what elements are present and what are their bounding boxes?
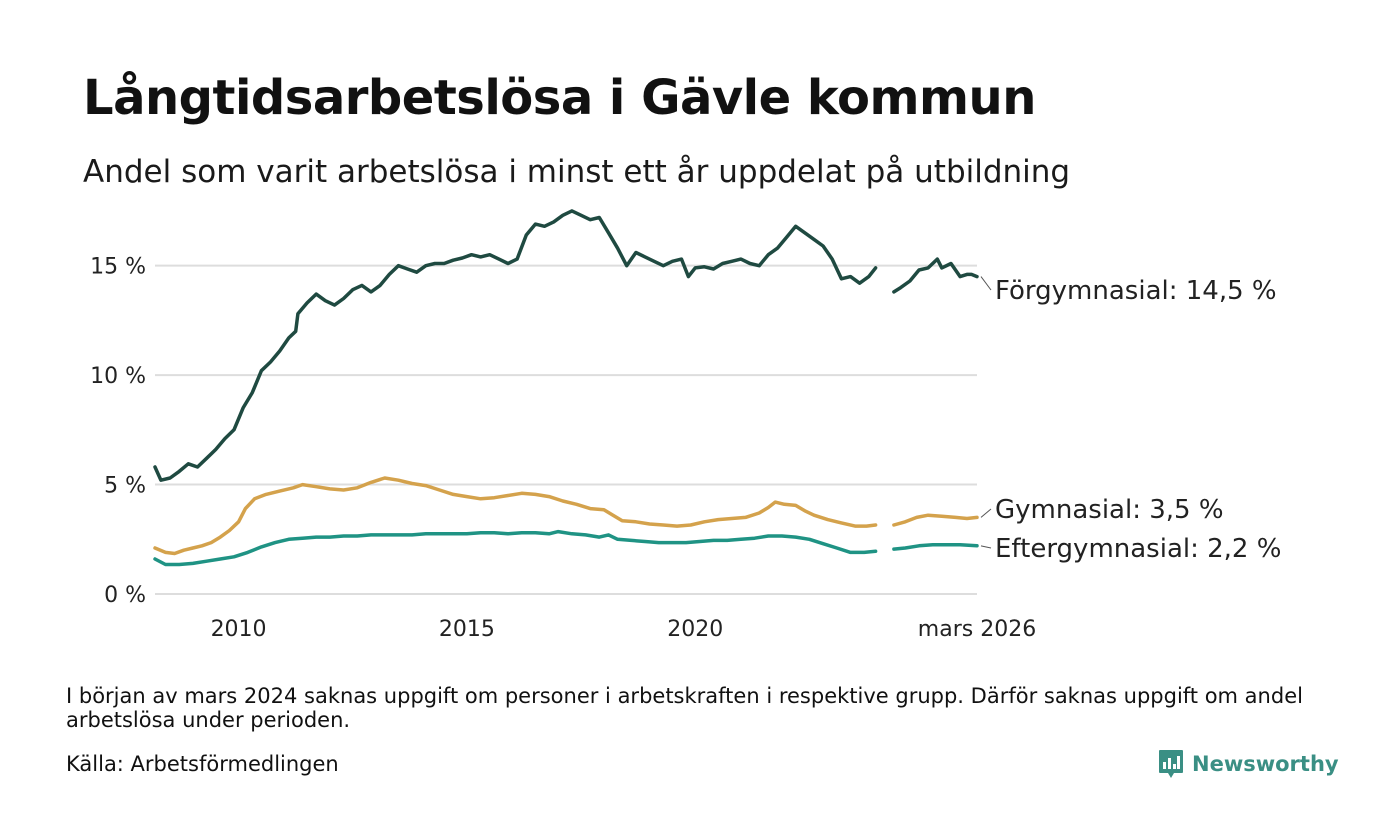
y-axis-ticks: 0 % 5 % 10 % 15 % (90, 255, 146, 608)
series-line-förgymnasial (892, 257, 979, 294)
series-end-label: Gymnasial: 3,5 % (995, 495, 1224, 525)
series-line-förgymnasial (153, 209, 878, 482)
x-axis-ticks: 2010 2015 2020 mars 2026 (211, 617, 1037, 642)
series-line-eftergymnasial (153, 529, 878, 567)
x-tick-label: 2015 (439, 617, 495, 642)
footnote: I början av mars 2024 saknas uppgift om … (66, 684, 1303, 732)
chart-subtitle: Andel som varit arbetslösa i minst ett å… (83, 154, 1071, 190)
x-tick-label: 2010 (211, 617, 267, 642)
end-label-leader (980, 276, 992, 291)
chart-title: Långtidsarbetslösa i Gävle kommun (83, 70, 1036, 126)
y-tick-label: 15 % (90, 255, 146, 280)
series-end-label: Eftergymnasial: 2,2 % (995, 534, 1281, 564)
end-label-leader (980, 545, 992, 549)
series-line-eftergymnasial (892, 543, 979, 551)
newsworthy-logo-icon (1159, 750, 1183, 778)
series-line-gymnasial (153, 476, 878, 556)
series-end-label: Förgymnasial: 14,5 % (995, 276, 1277, 306)
brand-name: Newsworthy (1192, 752, 1339, 776)
line-chart: 0 % 5 % 10 % 15 % 2010 2015 2020 mars 2026 För… (90, 209, 1281, 642)
gridlines (155, 264, 977, 595)
x-tick-label: mars 2026 (918, 617, 1036, 642)
source-text: Källa: Arbetsförmedlingen (66, 752, 339, 776)
series-line-gymnasial (892, 513, 979, 527)
y-tick-label: 0 % (104, 583, 146, 608)
x-tick-label: 2020 (667, 617, 723, 642)
series-end-labels: Förgymnasial: 14,5 % Gymnasial: 3,5 % Efte… (980, 276, 1281, 564)
y-tick-label: 10 % (90, 364, 146, 389)
series-lines (153, 209, 979, 567)
y-tick-label: 5 % (104, 474, 146, 499)
brand-logo[interactable]: Newsworthy (1158, 748, 1339, 780)
end-label-leader (980, 508, 992, 518)
